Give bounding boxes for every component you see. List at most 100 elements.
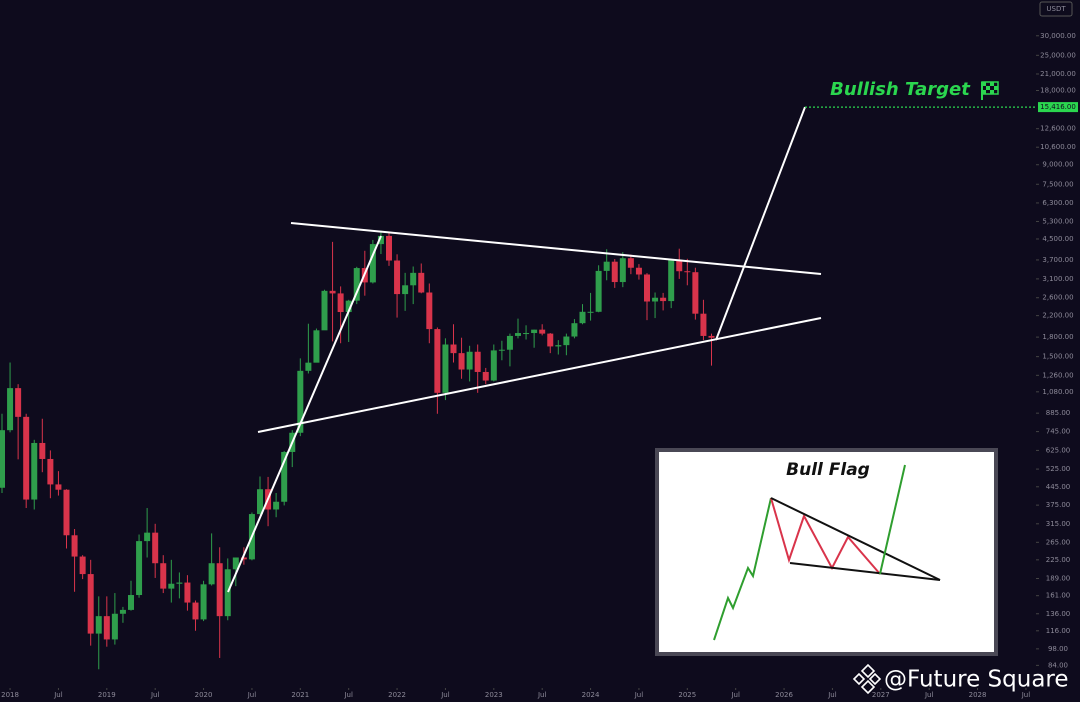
candle-body — [216, 563, 223, 617]
candle-body — [208, 563, 215, 585]
x-tick-label: Jul — [1021, 691, 1031, 699]
y-tick-label: 9,000.00 — [1042, 161, 1073, 169]
candle-body — [652, 297, 659, 302]
target-label: 15,416.00 — [1040, 103, 1076, 111]
candle-body — [87, 574, 94, 634]
candle-body — [232, 557, 239, 570]
candle-body — [394, 260, 401, 295]
candle-body — [684, 271, 691, 273]
candle-body — [200, 584, 207, 620]
candle-body — [450, 344, 457, 354]
y-tick-label: 2,200.00 — [1042, 312, 1073, 320]
candle-body — [345, 300, 352, 313]
y-tick-label: 30,000.00 — [1040, 32, 1076, 40]
x-tick-label: Jul — [634, 691, 644, 699]
candle-body — [531, 329, 538, 334]
y-tick-label: 745.00 — [1046, 428, 1071, 436]
candle-body — [297, 370, 304, 433]
candle-body — [79, 556, 86, 575]
candle-body — [410, 272, 417, 286]
y-tick-label: 136.00 — [1046, 610, 1071, 618]
y-tick-label: 3,100.00 — [1042, 275, 1073, 283]
candle-body — [515, 333, 521, 336]
candle-body — [321, 290, 328, 331]
candle-body — [490, 350, 497, 381]
candle-body — [700, 313, 707, 336]
candle-body — [103, 616, 110, 640]
y-tick-label: 6,300.00 — [1042, 199, 1073, 207]
x-tick-label: Jul — [440, 691, 450, 699]
candle-body — [305, 362, 312, 371]
candle-body — [7, 388, 14, 431]
candle-body — [313, 330, 320, 363]
candle-body — [55, 484, 62, 490]
candle-body — [627, 258, 634, 268]
y-tick-label: 445.00 — [1046, 483, 1071, 491]
candle-body — [63, 489, 70, 536]
x-tick-label: 2021 — [291, 691, 309, 699]
candle-body — [418, 272, 425, 293]
candle-body — [668, 259, 675, 302]
impulse-line — [227, 235, 382, 593]
candle-body — [337, 293, 344, 313]
candle-body — [369, 244, 376, 283]
candle-body — [579, 311, 586, 324]
candle-body — [23, 416, 30, 500]
candles — [0, 230, 715, 670]
trend-lines — [227, 106, 822, 593]
y-tick-label: 84.00 — [1048, 661, 1068, 669]
candle-body — [377, 235, 384, 245]
y-tick-label: 18,000.00 — [1040, 86, 1076, 94]
candle-body — [603, 261, 610, 271]
y-tick-label: 225.00 — [1046, 556, 1071, 564]
candle-body — [635, 267, 642, 275]
candle-body — [224, 569, 231, 617]
y-tick-label: 885.00 — [1046, 409, 1071, 417]
target-box — [1038, 102, 1078, 113]
flag-breakout — [879, 464, 906, 575]
candle-body — [482, 371, 489, 381]
candle-body — [708, 335, 715, 338]
x-tick-label: Jul — [53, 691, 63, 699]
y-tick-label: 315.00 — [1046, 520, 1071, 528]
candle-body — [47, 458, 54, 485]
y-tick-label: 1,260.00 — [1042, 371, 1073, 379]
y-tick-label: 98.00 — [1048, 645, 1068, 653]
y-tick-label: 25,000.00 — [1040, 51, 1076, 59]
currency: USDT — [1046, 5, 1066, 13]
x-tick-label: Jul — [343, 691, 353, 699]
candle-body — [128, 595, 134, 610]
y-tick-label: 265.00 — [1046, 538, 1071, 546]
y-tick-label: 1,080.00 — [1042, 388, 1073, 396]
annotation: Bullish Target — [830, 79, 971, 100]
candle-body — [660, 297, 667, 302]
x-tick-label: Jul — [537, 691, 547, 699]
candle-body — [329, 290, 336, 294]
candle-body — [168, 583, 175, 589]
inset-title: Bull Flag — [786, 460, 870, 480]
y-tick-label: 1,800.00 — [1042, 333, 1073, 341]
candle-body — [31, 442, 38, 500]
x-tick-label: Jul — [924, 691, 934, 699]
upper-trend-line — [290, 222, 822, 275]
x-tick-label: 2028 — [969, 691, 987, 699]
watermark-icon — [852, 663, 882, 695]
candle-body — [386, 235, 392, 261]
lower-trend-line — [257, 317, 822, 433]
candle-body — [257, 489, 263, 515]
x-tick-label: Jul — [247, 691, 257, 699]
candle-body — [152, 532, 159, 564]
candle-body — [39, 442, 46, 459]
y-tick-label: 3,700.00 — [1042, 256, 1073, 264]
y-tick-label: 525.00 — [1046, 465, 1071, 473]
y-tick-label: 21,000.00 — [1040, 70, 1076, 78]
candle-body — [692, 272, 699, 314]
y-tick-label: 10,600.00 — [1040, 143, 1076, 151]
price-axis: 30,000.00 25,000.00 21,000.00 18,000.00 12,6… — [1, 32, 1078, 699]
candle-body — [676, 259, 683, 272]
candle-body — [281, 451, 288, 502]
flag-icon — [981, 81, 999, 100]
candle-body — [563, 336, 570, 346]
x-tick-label: 2018 — [1, 691, 19, 699]
